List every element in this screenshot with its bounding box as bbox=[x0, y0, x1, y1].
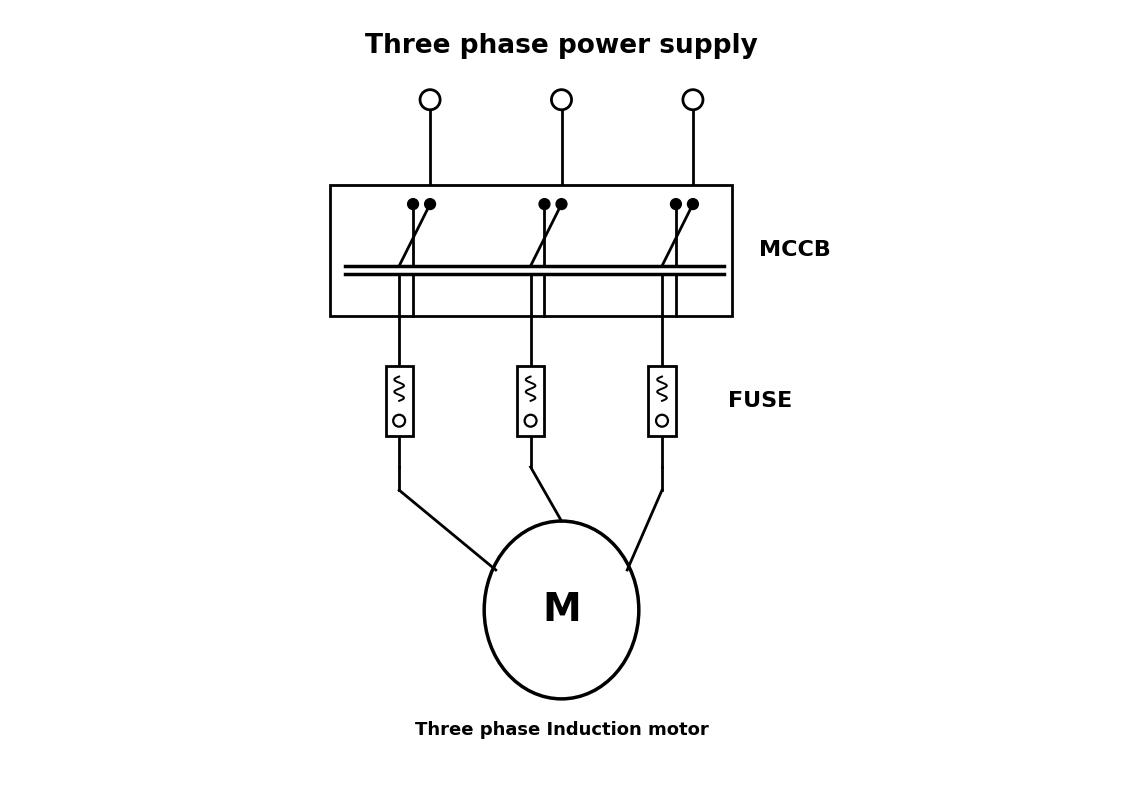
Text: FUSE: FUSE bbox=[728, 391, 792, 412]
Text: Three phase power supply: Three phase power supply bbox=[365, 32, 758, 58]
Bar bbox=[329, 185, 731, 316]
Bar bbox=[648, 367, 676, 436]
Bar bbox=[517, 367, 545, 436]
Circle shape bbox=[687, 198, 699, 209]
Text: Three phase Induction motor: Three phase Induction motor bbox=[414, 721, 709, 739]
Circle shape bbox=[670, 198, 682, 209]
Circle shape bbox=[424, 198, 436, 209]
Text: MCCB: MCCB bbox=[759, 241, 831, 260]
Text: M: M bbox=[542, 591, 581, 629]
Circle shape bbox=[539, 198, 550, 209]
Circle shape bbox=[556, 198, 567, 209]
Bar bbox=[385, 367, 412, 436]
Circle shape bbox=[408, 198, 419, 209]
